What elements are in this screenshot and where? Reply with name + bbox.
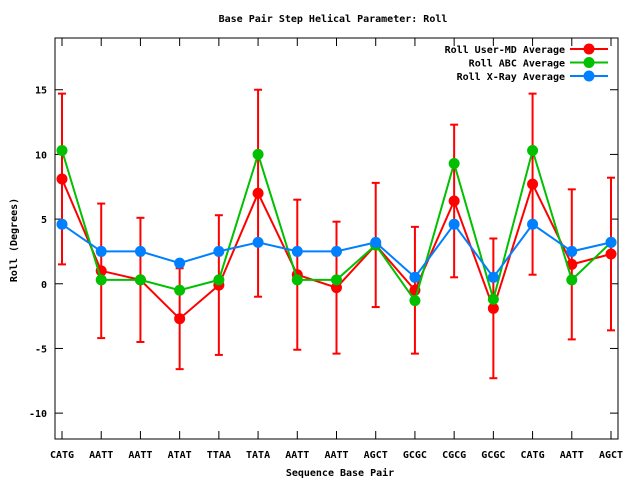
data-point	[95, 245, 107, 257]
legend-marker	[583, 70, 595, 82]
data-point	[409, 271, 421, 283]
x-tick-label: AGCT	[599, 450, 623, 461]
legend-label: Roll User-MD Average	[445, 45, 565, 56]
x-tick-label: TTAA	[207, 450, 231, 461]
x-tick-label: CATG	[50, 450, 74, 461]
x-axis-label: Sequence Base Pair	[286, 467, 394, 479]
data-point	[487, 302, 499, 314]
x-tick-label: CATG	[521, 450, 545, 461]
data-point	[95, 274, 107, 286]
data-point	[213, 245, 225, 257]
data-point	[174, 257, 186, 269]
data-point	[213, 274, 225, 286]
x-axis: CATG AATT AATT ATAT TTAA TATA AATT AATT AGCT GCGC…	[50, 38, 623, 461]
data-point	[409, 295, 421, 307]
data-point	[291, 274, 303, 286]
x-tick-label: GCGC	[481, 450, 505, 461]
y-tick-label: 10	[35, 150, 47, 161]
data-point	[448, 218, 460, 230]
data-point	[527, 145, 539, 157]
data-point	[605, 236, 617, 248]
y-tick-label: -10	[29, 409, 47, 420]
data-point	[331, 274, 342, 286]
x-tick-label: AGCT	[364, 450, 388, 461]
legend-marker	[583, 57, 595, 68]
x-tick-label: AATT	[89, 450, 113, 461]
legend-label: Roll ABC Average	[469, 59, 565, 70]
series-3	[56, 218, 617, 283]
legend: Roll User-MD Average Roll ABC Average Roll…	[445, 43, 608, 83]
data-point	[331, 282, 342, 294]
x-tick-label: TATA	[246, 450, 270, 461]
y-tick-label: 15	[35, 86, 47, 97]
x-tick-label: AATT	[128, 450, 152, 461]
data-point	[448, 195, 460, 207]
data-point	[174, 284, 186, 296]
data-point	[370, 236, 382, 248]
x-tick-label: AATT	[285, 450, 309, 461]
y-tick-label: -5	[35, 344, 47, 355]
data-point	[448, 157, 460, 169]
data-point	[527, 178, 539, 190]
data-point	[566, 245, 578, 257]
legend-label: Roll X-Ray Average	[457, 72, 565, 83]
data-point	[566, 258, 578, 270]
data-point	[252, 148, 264, 160]
data-point	[134, 245, 146, 257]
data-point	[56, 173, 68, 185]
x-tick-label: GCGC	[403, 450, 427, 461]
data-point	[252, 236, 264, 248]
chart-title: Base Pair Step Helical Parameter: Roll	[219, 13, 448, 25]
data-point	[56, 218, 68, 230]
data-point	[134, 274, 146, 286]
data-point	[527, 218, 539, 230]
y-axis-label: Roll (Degrees)	[9, 198, 20, 282]
legend-marker	[583, 43, 595, 55]
data-point	[487, 293, 499, 305]
data-point	[174, 313, 186, 325]
x-tick-label: ATAT	[168, 450, 192, 461]
data-point	[252, 187, 264, 199]
data-point	[487, 271, 499, 283]
data-point	[291, 245, 303, 257]
data-point	[566, 274, 578, 286]
data-point	[56, 145, 68, 157]
y-tick-label: 0	[41, 280, 47, 291]
x-tick-label: AATT	[560, 450, 584, 461]
x-tick-label: AATT	[324, 450, 348, 461]
data-point	[331, 245, 342, 257]
data-point	[605, 248, 617, 260]
series-layer	[56, 88, 617, 380]
x-tick-label: CGCG	[442, 450, 466, 461]
y-axis: -10 -5 0 5 10 15	[29, 86, 618, 420]
series-1	[56, 88, 617, 380]
y-tick-label: 5	[41, 215, 47, 226]
